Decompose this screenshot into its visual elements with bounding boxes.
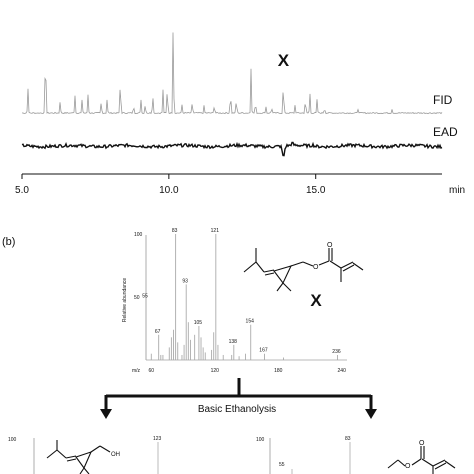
ms-x-axis-label: m/z xyxy=(132,368,141,374)
process-label: Basic Ethanolysis xyxy=(198,404,276,415)
ms-peaks: 55 67 83 93 105 121 138 154 167 236 xyxy=(142,228,341,360)
ead-trace xyxy=(21,141,443,157)
ms-peak-label: 67 xyxy=(155,329,161,335)
ms-y-tick-label: 100 xyxy=(134,232,143,238)
peak-x-label: X xyxy=(278,51,290,70)
structure-carbonyl-o-label: O xyxy=(327,242,333,249)
left-fragment-panel: 100 123 OH xyxy=(8,436,162,474)
x-tick-label: 5.0 xyxy=(15,185,29,196)
ms-peak-label: 121 xyxy=(211,228,220,234)
ms-y-axis-ticks: 50 100 xyxy=(134,232,143,301)
structure-x-label: X xyxy=(310,291,322,310)
ms-x-axis-ticks: 60 120 180 240 xyxy=(149,368,347,374)
ms-x-tick-label: 120 xyxy=(211,368,220,374)
right-fragment-panel: 100 55 83 O O xyxy=(256,436,456,474)
gc-ead-panel: FID X EAD 5.0 10.0 15.0 min xyxy=(15,32,465,196)
fid-series-label: FID xyxy=(433,93,453,107)
left-structure-icon xyxy=(46,440,111,474)
ms-y-axis-label: Relative abundance xyxy=(122,278,128,322)
left-peak-label: 123 xyxy=(153,436,162,442)
left-y-tick-label: 100 xyxy=(8,437,17,443)
x-axis-ticks: 5.0 10.0 15.0 xyxy=(15,174,326,196)
ead-series-label: EAD xyxy=(433,125,458,139)
ms-peak-label: 83 xyxy=(172,228,178,234)
ms-peak-label: 138 xyxy=(229,339,238,345)
right-peak-55-label: 55 xyxy=(279,462,285,468)
ms-peak-label: 167 xyxy=(259,348,268,354)
fid-trace xyxy=(21,32,443,115)
right-o-label: O xyxy=(405,463,411,470)
x-axis-unit: min xyxy=(449,185,465,196)
ms-y-tick-label: 50 xyxy=(134,295,140,301)
right-carbonyl-o-label: O xyxy=(419,440,425,447)
structure-o-label: O xyxy=(313,264,319,271)
ms-peak-label: 55 xyxy=(142,294,148,300)
ms-x-tick-label: 60 xyxy=(149,368,155,374)
ms-peak-label: 105 xyxy=(194,320,203,326)
structure-x-icon xyxy=(243,248,364,292)
x-tick-label: 10.0 xyxy=(159,185,179,196)
ms-peak-label: 93 xyxy=(182,278,188,284)
ms-peak-label: 154 xyxy=(246,319,255,325)
ms-peak-label: 236 xyxy=(332,349,341,355)
left-oh-label: OH xyxy=(111,452,120,458)
right-peak-83-label: 83 xyxy=(345,436,351,442)
x-tick-label: 15.0 xyxy=(306,185,326,196)
right-y-tick-label: 100 xyxy=(256,437,265,443)
ms-x-tick-label: 180 xyxy=(274,368,283,374)
mass-spectrum-panel: Relative abundance 50 100 60 120 180 240 m/z… xyxy=(122,228,364,374)
panel-b-label: (b) xyxy=(2,236,15,248)
ethanolysis-arrows xyxy=(100,378,377,419)
right-structure-icon xyxy=(387,446,456,474)
ms-x-tick-label: 240 xyxy=(338,368,347,374)
